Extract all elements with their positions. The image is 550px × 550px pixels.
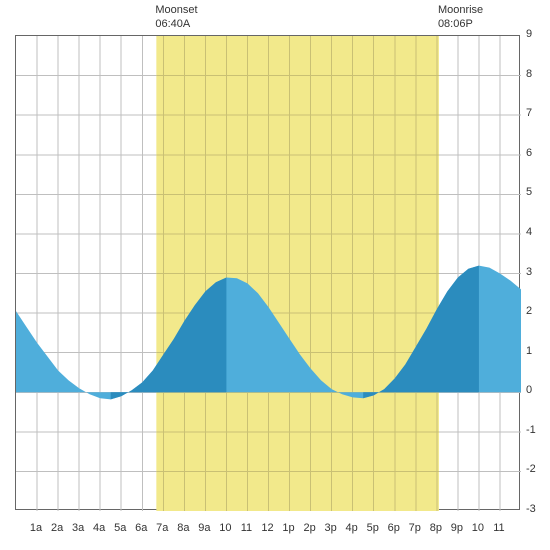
y-tick: 6 — [526, 147, 532, 159]
x-tick: 11 — [241, 522, 252, 534]
y-tick: 7 — [526, 107, 532, 119]
x-tick: 3a — [72, 522, 84, 534]
y-tick: 8 — [526, 68, 532, 80]
y-tick: 2 — [526, 305, 532, 317]
x-tick: 4p — [346, 522, 358, 534]
y-tick: 4 — [526, 226, 532, 238]
tide-chart-wrapper: { "layout": { "width": 550, "height": 55… — [0, 0, 550, 550]
y-tick: -2 — [526, 463, 536, 475]
x-tick: 8a — [177, 522, 189, 534]
x-tick: 11 — [493, 522, 504, 534]
y-tick: 0 — [526, 384, 532, 396]
x-tick: 6a — [135, 522, 147, 534]
y-tick: -1 — [526, 424, 536, 436]
moon-event-label: Moonrise 08:06P — [438, 4, 483, 32]
y-tick: -3 — [526, 503, 536, 515]
x-tick: 9a — [198, 522, 210, 534]
y-tick: 5 — [526, 186, 532, 198]
x-tick: 1a — [30, 522, 42, 534]
x-tick: 3p — [325, 522, 337, 534]
x-tick: 2p — [303, 522, 315, 534]
x-tick: 6p — [388, 522, 400, 534]
x-tick: 12 — [261, 522, 273, 534]
x-tick: 8p — [430, 522, 442, 534]
x-tick: 9p — [451, 522, 463, 534]
x-tick: 1p — [282, 522, 294, 534]
y-tick: 1 — [526, 345, 532, 357]
y-tick: 9 — [526, 28, 532, 40]
x-tick: 7p — [409, 522, 421, 534]
x-tick: 7a — [156, 522, 168, 534]
moon-event-label: Moonset 06:40A — [155, 4, 197, 32]
x-tick: 5a — [114, 522, 126, 534]
x-tick: 5p — [367, 522, 379, 534]
x-tick: 2a — [51, 522, 63, 534]
plot-area — [15, 35, 520, 510]
x-tick: 10 — [472, 522, 484, 534]
x-tick: 4a — [93, 522, 105, 534]
chart-svg — [16, 36, 521, 511]
y-tick: 3 — [526, 266, 532, 278]
x-tick: 10 — [219, 522, 231, 534]
